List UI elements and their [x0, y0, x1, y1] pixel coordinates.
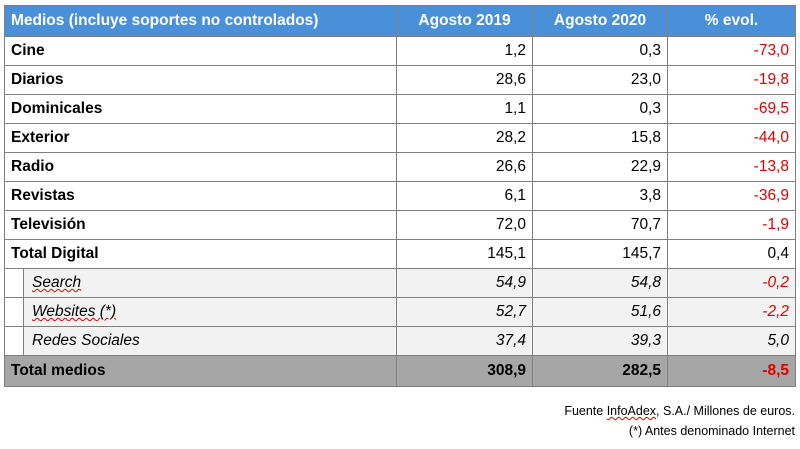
- subrow-label-text: Redes Sociales: [32, 332, 140, 349]
- value-2019: 37,4: [396, 326, 533, 356]
- table-row: Revistas 6,1 3,8 -36,9: [4, 181, 796, 211]
- subrow-label: Search: [4, 268, 397, 298]
- indent-spacer: [5, 269, 24, 297]
- value-2020: 0,3: [532, 36, 668, 66]
- row-label: Total Digital: [4, 239, 397, 269]
- value-2020: 70,7: [532, 210, 668, 240]
- value-evol: 0,4: [667, 239, 796, 269]
- row-label: Radio: [4, 152, 397, 182]
- value-evol: -0,2: [667, 268, 796, 298]
- source-brand: InfoAdex: [606, 404, 657, 418]
- table-subrow: Websites (*) 52,7 51,6 -2,2: [4, 297, 796, 327]
- value-2020: 23,0: [532, 65, 668, 95]
- table-row: Dominicales 1,1 0,3 -69,5: [4, 94, 796, 124]
- table-subrow: Search 54,9 54,8 -0,2: [4, 268, 796, 298]
- subrow-label: Websites (*): [4, 297, 397, 327]
- subrow-label-text: Search: [32, 274, 82, 291]
- value-2020: 15,8: [532, 123, 668, 153]
- header-medios: Medios (incluye soportes no controlados): [4, 5, 397, 37]
- value-2019: 72,0: [396, 210, 533, 240]
- value-evol: -2,2: [667, 297, 796, 327]
- value-evol: -13,8: [667, 152, 796, 182]
- subrow-label: Redes Sociales: [4, 326, 397, 356]
- total-2019: 308,9: [396, 355, 533, 387]
- media-investment-table: Medios (incluye soportes no controlados)…: [4, 5, 796, 387]
- value-2020: 51,6: [532, 297, 668, 327]
- value-2020: 0,3: [532, 94, 668, 124]
- value-2019: 28,6: [396, 65, 533, 95]
- table-subrow: Redes Sociales 37,4 39,3 5,0: [4, 326, 796, 356]
- value-evol: -69,5: [667, 94, 796, 124]
- indent-spacer: [5, 327, 24, 355]
- value-2019: 6,1: [396, 181, 533, 211]
- value-2020: 145,7: [532, 239, 668, 269]
- indent-spacer: [5, 298, 24, 326]
- header-agosto-2020: Agosto 2020: [532, 5, 668, 37]
- table-row: Diarios 28,6 23,0 -19,8: [4, 65, 796, 95]
- subrow-label-text: Websites (*): [32, 303, 117, 320]
- value-evol: -73,0: [667, 36, 796, 66]
- total-row: Total medios 308,9 282,5 -8,5: [4, 355, 796, 387]
- total-label: Total medios: [4, 355, 397, 387]
- value-2019: 52,7: [396, 297, 533, 327]
- value-2019: 26,6: [396, 152, 533, 182]
- table-header-row: Medios (incluye soportes no controlados)…: [4, 5, 796, 37]
- table-row: Total Digital 145,1 145,7 0,4: [4, 239, 796, 269]
- row-label: Dominicales: [4, 94, 397, 124]
- value-evol: -44,0: [667, 123, 796, 153]
- table-row: Exterior 28,2 15,8 -44,0: [4, 123, 796, 153]
- row-label: Diarios: [4, 65, 397, 95]
- row-label: Exterior: [4, 123, 397, 153]
- value-2020: 22,9: [532, 152, 668, 182]
- table-row: Cine 1,2 0,3 -73,0: [4, 36, 796, 66]
- value-2019: 54,9: [396, 268, 533, 298]
- source-note: Fuente InfoAdex, S.A./ Millones de euros…: [564, 404, 795, 418]
- header-agosto-2019: Agosto 2019: [396, 5, 533, 37]
- table-row: Televisión 72,0 70,7 -1,9: [4, 210, 796, 240]
- row-label: Revistas: [4, 181, 397, 211]
- row-label: Cine: [4, 36, 397, 66]
- value-2019: 28,2: [396, 123, 533, 153]
- value-evol: -1,9: [667, 210, 796, 240]
- value-2020: 54,8: [532, 268, 668, 298]
- table-row: Radio 26,6 22,9 -13,8: [4, 152, 796, 182]
- value-evol: -19,8: [667, 65, 796, 95]
- value-2020: 3,8: [532, 181, 668, 211]
- row-label: Televisión: [4, 210, 397, 240]
- total-2020: 282,5: [532, 355, 668, 387]
- footnote: (*) Antes denominado Internet: [628, 424, 795, 438]
- value-evol: -36,9: [667, 181, 796, 211]
- value-2019: 1,1: [396, 94, 533, 124]
- value-2019: 1,2: [396, 36, 533, 66]
- source-prefix: Fuente: [564, 404, 607, 418]
- value-2020: 39,3: [532, 326, 668, 356]
- header-evol: % evol.: [667, 5, 796, 37]
- value-2019: 145,1: [396, 239, 533, 269]
- source-suffix: , S.A./ Millones de euros.: [656, 404, 795, 418]
- value-evol: 5,0: [667, 326, 796, 356]
- total-evol: -8,5: [667, 355, 796, 387]
